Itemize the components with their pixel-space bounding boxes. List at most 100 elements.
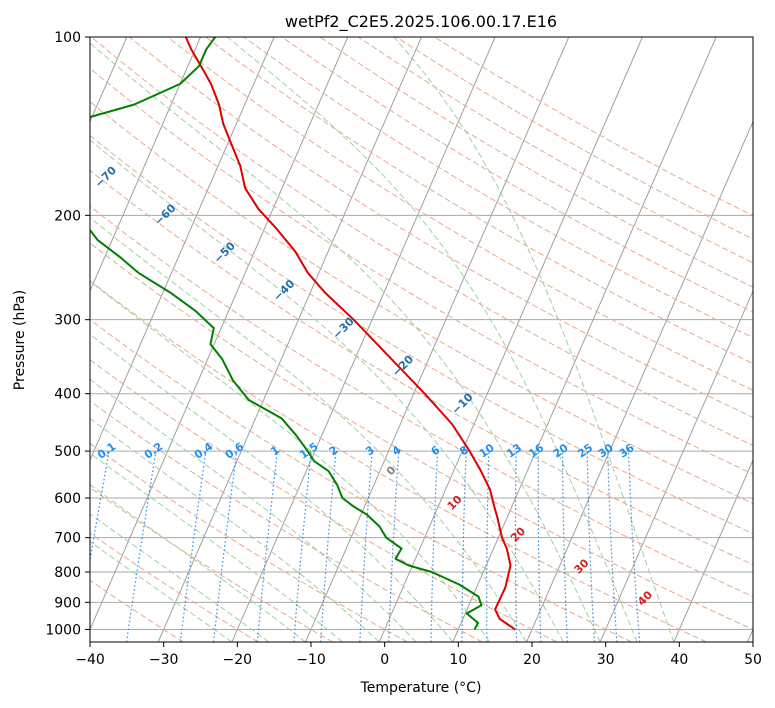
- y-tick-label: 1000: [45, 622, 81, 638]
- dry-adiabat: [90, 532, 259, 642]
- moist-adiabat: [393, 37, 675, 642]
- mixing-ratio-label: 0.6: [223, 440, 247, 462]
- dry-adiabat: [167, 37, 753, 391]
- frostpoint-label: −10: [449, 390, 476, 417]
- frostpoint-label: −80: [33, 126, 60, 153]
- x-tick-label: 50: [744, 652, 762, 668]
- mixing-ratio-label: 25: [575, 441, 595, 460]
- mixing-ratio-line: [486, 451, 490, 642]
- dry-adiabat: [90, 280, 707, 642]
- y-tick-label: 700: [54, 531, 81, 547]
- isotherm-line: [90, 37, 349, 631]
- y-axis-label: Pressure (hPa): [12, 290, 28, 390]
- isotherm-line: [305, 37, 570, 642]
- moist-adiabat: [90, 540, 233, 642]
- moist-adiabat: [90, 378, 417, 642]
- y-tick-label: 400: [54, 387, 81, 403]
- mixing-ratio-label: 20: [551, 441, 571, 461]
- moist-adiabat: [90, 417, 380, 642]
- chart-title: wetPf2_C2E5.2025.106.00.17.E16: [285, 12, 557, 32]
- mixing-ratio-line: [627, 451, 641, 642]
- mixing-ratio-label: 16: [526, 441, 546, 461]
- isotherm-line: [157, 37, 422, 642]
- x-tick-label: 20: [523, 652, 541, 668]
- isotherm-line: [231, 37, 496, 642]
- x-tick-label: 0: [380, 652, 389, 668]
- x-axis-label: Temperature (°C): [360, 680, 482, 696]
- y-tick-label: 900: [54, 595, 81, 611]
- isotherm-line: [747, 628, 753, 642]
- dry-adiabat: [281, 37, 753, 313]
- frostpoint-label: −40: [271, 277, 298, 304]
- isotherm-line: [378, 37, 643, 642]
- dry-adiabat: [90, 319, 632, 642]
- y-tick-label: 100: [54, 30, 81, 46]
- y-tick-label: 300: [54, 313, 81, 329]
- dry-adiabat: [90, 67, 753, 475]
- x-tick-label: −20: [223, 652, 253, 668]
- dry-adiabat: [90, 205, 753, 598]
- mixing-ratio-line: [359, 451, 373, 642]
- dry-adiabat: [319, 37, 753, 288]
- moist-adiabat: [90, 484, 306, 642]
- mixing-ratio-label: 0.2: [142, 440, 165, 462]
- dry-adiabat: [90, 442, 408, 642]
- dry-adiabat: [90, 134, 753, 535]
- dry-adiabat: [357, 37, 753, 264]
- y-tick-label: 500: [54, 444, 81, 460]
- moist-adiabat: [90, 280, 491, 642]
- mixing-ratio-line: [212, 451, 238, 642]
- frostpoint-label: −70: [93, 164, 120, 191]
- dry-adiabat: [205, 37, 753, 365]
- temperature-profile-line: [184, 37, 516, 631]
- wetbulb-label: 0: [384, 463, 399, 478]
- y-tick-label: 200: [54, 208, 81, 224]
- x-tick-label: 10: [449, 652, 467, 668]
- moist-adiabat: [90, 217, 527, 642]
- y-tick-label: 600: [54, 491, 81, 507]
- moist-adiabat: [90, 42, 601, 642]
- x-tick-label: −40: [75, 652, 105, 668]
- moist-adiabat: [226, 37, 638, 642]
- mixing-ratio-line: [256, 451, 278, 642]
- y-tick-label: 800: [54, 565, 81, 581]
- frostpoint-label: −60: [152, 201, 179, 228]
- wetbulb-label: 30: [572, 556, 592, 576]
- mixing-ratio-label: 0.1: [95, 440, 118, 462]
- mixing-ratio-line: [320, 451, 337, 642]
- x-tick-label: 30: [597, 652, 615, 668]
- x-tick-label: −10: [296, 652, 326, 668]
- dry-adiabat: [90, 359, 558, 642]
- mixing-ratio-line: [430, 451, 439, 642]
- mixing-ratio-label: 36: [617, 441, 637, 461]
- mixing-ratio-line: [586, 451, 595, 642]
- isotherm-line: [452, 37, 717, 642]
- isotherm-line: [526, 120, 753, 642]
- x-tick-label: −30: [149, 652, 179, 668]
- dry-adiabat: [90, 37, 753, 446]
- mixing-ratio-label: 10: [477, 441, 497, 461]
- mixing-ratio-line: [90, 450, 110, 564]
- isotherm-line: [90, 37, 201, 293]
- plot-frame: [89, 36, 754, 643]
- isotherm-line: [599, 289, 753, 642]
- dry-adiabat: [90, 579, 184, 642]
- dry-adiabat: [90, 242, 753, 630]
- dry-adiabat: [90, 400, 483, 642]
- x-tick-label: 40: [670, 652, 688, 668]
- wetbulb-label: 10: [445, 492, 465, 512]
- mixing-ratio-label: 13: [504, 441, 524, 460]
- wetbulb-label: 40: [635, 588, 655, 608]
- moist-adiabat: [90, 513, 269, 642]
- isotherm-line: [90, 37, 275, 462]
- dry-adiabat: [243, 37, 753, 339]
- mixing-ratio-line: [293, 451, 312, 642]
- mixing-ratio-line: [514, 451, 518, 642]
- wetbulb-label: 20: [508, 524, 528, 544]
- mixing-ratio-label: 0.4: [192, 440, 216, 462]
- moist-adiabat: [90, 139, 564, 642]
- moist-adiabat: [90, 333, 454, 642]
- dewpoint-profile-line: [90, 37, 483, 630]
